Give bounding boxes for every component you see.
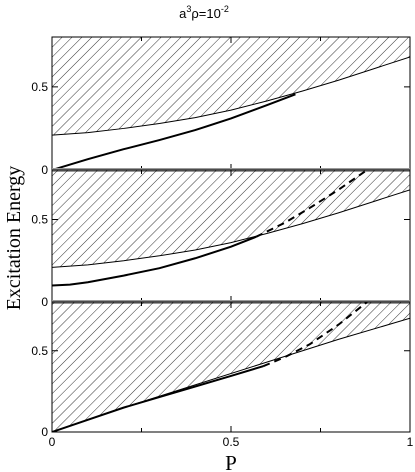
- y-axis-title: Excitation Energy: [3, 166, 25, 311]
- x-tick-label: 0.5: [223, 435, 240, 449]
- continuum-hatch: [52, 37, 410, 136]
- x-tick-label: 0: [49, 435, 56, 449]
- x-axis-title: P: [225, 451, 237, 472]
- continuum-hatch: [52, 170, 410, 268]
- y-tick-label: 0: [41, 425, 48, 439]
- y-tick-label: 0.5: [31, 213, 48, 227]
- panels-group: 0 0.5 0 0.5 0 0.5 0 0.5 1: [31, 36, 414, 449]
- excitation-curve-solid: [52, 93, 296, 170]
- excitation-curve-solid: [52, 365, 264, 432]
- chart-title: a3ρ=10-2: [179, 4, 229, 21]
- panel-bottom: [52, 302, 410, 432]
- panel-middle: [52, 170, 410, 287]
- excitation-curve-dashed: [262, 302, 368, 368]
- continuum-boundary: [52, 56, 410, 136]
- continuum-hatch: [52, 302, 410, 432]
- y-tick-label: 0: [41, 295, 48, 309]
- panel-top: [52, 37, 410, 170]
- y-tick-label: 0.5: [31, 344, 48, 358]
- y-tick-label: 0: [41, 163, 48, 177]
- x-tick-label: 1: [407, 435, 414, 449]
- excitation-curve-solid: [52, 235, 257, 287]
- y-tick-label: 0.5: [31, 80, 48, 94]
- continuum-boundary: [52, 189, 410, 268]
- excitation-curve-dashed: [255, 170, 368, 238]
